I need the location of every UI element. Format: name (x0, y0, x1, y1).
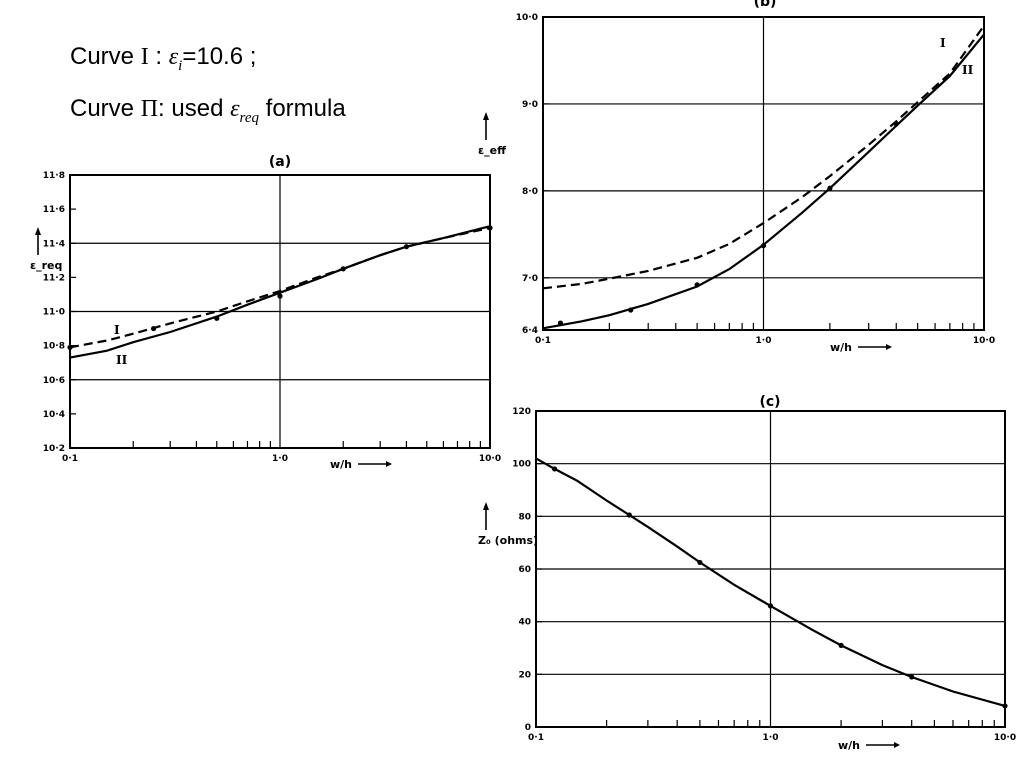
data-point (626, 512, 632, 518)
y-tick-label: 10·2 (43, 444, 65, 454)
x-tick-label: 1·0 (763, 733, 779, 743)
y-tick-label: 11·0 (43, 308, 65, 318)
y-tick-label: 8·0 (522, 187, 538, 197)
data-point (838, 642, 844, 648)
caption-curve-2: Curve Π: used εreq formula (70, 95, 346, 126)
y-tick-label: 40 (518, 618, 531, 628)
data-point (909, 674, 915, 680)
y-tick-label: 10·6 (43, 376, 65, 386)
curve-label-II: II (962, 63, 974, 77)
data-point (694, 282, 700, 288)
y-tick-label: 9·0 (522, 100, 538, 110)
y-tick-label: 11·2 (43, 273, 65, 283)
data-point (340, 266, 346, 272)
panel-title: (a) (269, 154, 291, 170)
data-point (277, 293, 283, 299)
series-line-II (542, 33, 985, 330)
x-axis-label: w/h (830, 341, 852, 354)
y-tick-label: 11·4 (43, 239, 65, 249)
data-point (551, 466, 558, 472)
y-tick-label: 10·8 (43, 342, 65, 352)
panel-title: (b) (754, 0, 777, 10)
data-point (150, 325, 157, 332)
x-axis-label: w/h (838, 739, 860, 752)
x-tick-label: 0·1 (535, 336, 551, 346)
x-tick-label: 0·1 (62, 454, 78, 464)
data-point (760, 243, 767, 249)
x-arrowhead-icon (886, 344, 892, 350)
y-tick-label: 10·0 (516, 13, 538, 23)
y-tick-label: 10·4 (43, 410, 65, 420)
data-point (628, 307, 634, 313)
y-tick-label: 11·8 (43, 171, 65, 181)
y-tick-label: 6·4 (522, 326, 538, 336)
x-arrowhead-icon (386, 461, 392, 467)
data-point (767, 603, 774, 609)
x-axis-label: w/h (330, 458, 352, 471)
series-line-I (542, 25, 985, 290)
data-point (827, 185, 833, 191)
x-tick-label: 10·0 (973, 336, 995, 346)
data-point (487, 225, 493, 231)
y-arrowhead-icon (483, 502, 489, 510)
data-point (67, 344, 73, 350)
x-tick-label: 10·0 (479, 454, 501, 464)
y-axis-label: ε_eff (478, 144, 506, 157)
x-tick-label: 0·1 (528, 733, 544, 743)
panel-title: (c) (759, 394, 780, 410)
data-point (697, 559, 703, 566)
y-axis-label: Z₀ (ohms) (478, 534, 538, 547)
x-tick-label: 1·0 (756, 336, 772, 346)
curve-label-II: II (116, 353, 128, 367)
chart-panel-b: 10·09·08·07·06·40·1 1·0 10·0w/hε_eff(b)III (478, 0, 995, 354)
y-tick-label: 20 (518, 670, 531, 680)
y-tick-label: 100 (512, 460, 531, 470)
data-point (214, 315, 220, 321)
y-tick-label: 11·6 (43, 205, 65, 215)
series-line-main (535, 457, 1006, 707)
chart-panel-c: 120 100 80 60 40 20 00·1 1·0 10·0 w/h Z₀ (ohms) (c) (478, 394, 1016, 752)
data-point (893, 121, 899, 127)
data-point (403, 244, 410, 250)
y-tick-label: 60 (518, 565, 531, 575)
y-tick-label: 80 (518, 512, 531, 522)
chart-panel-a: 11·8 11·6 11·4 11·2 11·0 10·8 10·6 10·4 10·20·1 1… (30, 154, 501, 471)
y-tick-label: 120 (512, 407, 531, 417)
data-point (1002, 703, 1008, 709)
y-arrowhead-icon (35, 227, 41, 235)
curve-label-I: I (940, 36, 946, 50)
y-tick-label: 0 (525, 723, 531, 733)
y-axis-label: ε_req (30, 259, 62, 272)
caption-curve-1: Curve I : εi=10.6 ; (70, 43, 257, 74)
x-arrowhead-icon (894, 742, 900, 748)
x-tick-label: 10·0 (994, 733, 1016, 743)
curve-label-I: I (114, 323, 120, 337)
y-tick-label: 7·0 (522, 274, 538, 284)
x-tick-label: 1·0 (272, 454, 288, 464)
data-point (557, 320, 564, 326)
y-arrowhead-icon (483, 112, 489, 120)
